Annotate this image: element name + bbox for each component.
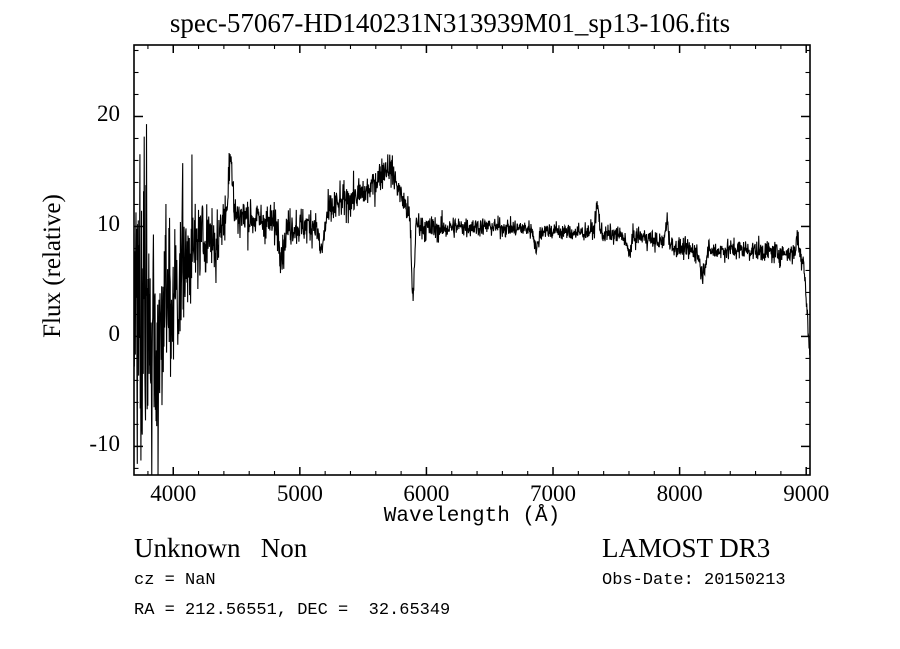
plot-frame — [133, 44, 811, 476]
x-tick-label: 5000 — [276, 481, 323, 506]
x-tick-label: 4000 — [150, 481, 197, 506]
y-tick-label: -10 — [89, 431, 120, 457]
y-tick-label: 20 — [97, 101, 120, 127]
x-tick-label: 8000 — [656, 481, 703, 506]
ra-dec-text: RA = 212.56551, DEC = 32.65349 — [134, 601, 451, 620]
y-tick-label: 0 — [108, 321, 121, 347]
x-tick-label: 7000 — [530, 481, 577, 506]
survey-name-text: LAMOST DR3 — [602, 533, 771, 563]
x-axis-label: Wavelength (Å) — [383, 505, 561, 528]
cz-value-text: cz = NaN — [134, 571, 216, 590]
page-title: spec-57067-HD140231N313939M01_sp13-106.f… — [169, 8, 731, 38]
y-tick-label: 10 — [97, 211, 120, 237]
object-class-text: Unknown Non — [134, 533, 308, 563]
spectrum-trace — [134, 124, 810, 475]
x-tick-label: 9000 — [783, 481, 830, 506]
x-tick-label: 6000 — [403, 481, 450, 506]
obs-date-text: Obs-Date: 20150213 — [602, 571, 786, 590]
